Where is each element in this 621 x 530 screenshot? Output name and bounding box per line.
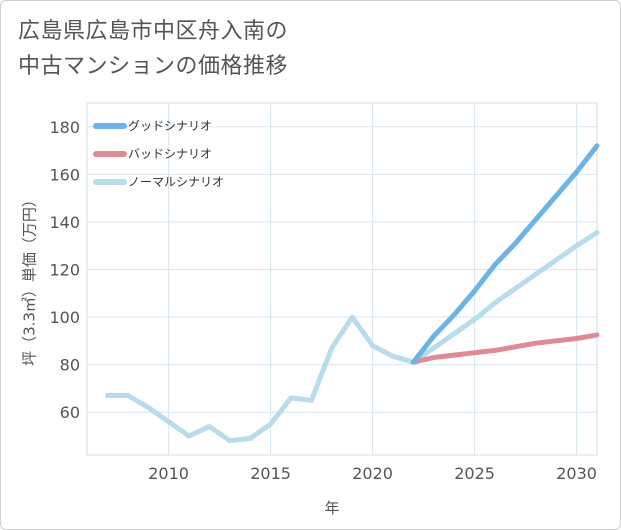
y-tick-label: 160 [49, 165, 80, 184]
y-tick-label: 100 [49, 308, 80, 327]
series-line-1 [410, 332, 600, 365]
legend-label: バッドシナリオ [128, 147, 212, 161]
y-tick-label: 120 [49, 260, 80, 279]
series-lines [104, 143, 600, 444]
grid-lines [86, 102, 598, 456]
series-line-0 [410, 143, 600, 365]
series-line-2 [104, 230, 600, 444]
x-axis-label: 年 [324, 499, 339, 517]
y-tick-label: 140 [49, 213, 80, 232]
legend-label: ノーマルシナリオ [128, 175, 224, 189]
x-tick-label: 2010 [148, 464, 189, 483]
x-tick-label: 2015 [250, 464, 291, 483]
legend-label: グッドシナリオ [128, 119, 212, 133]
chart-title-line-1: 広島県広島市中区舟入南の [18, 19, 289, 44]
chart-title: 広島県広島市中区舟入南の 中古マンションの価格推移 [18, 14, 288, 84]
chart-title-line-2: 中古マンションの価格推移 [18, 54, 289, 79]
y-axis-label: 坪（3.3㎡）単価（万円） [21, 192, 39, 366]
y-tick-label: 180 [49, 118, 80, 137]
axes: 2010 2015 2020 2025 2030 60 80 100 120 140 160 180 [49, 118, 597, 483]
x-tick-label: 2030 [556, 464, 597, 483]
y-tick-label: 60 [60, 403, 80, 422]
plot-border [86, 102, 598, 456]
x-tick-label: 2025 [454, 464, 495, 483]
x-tick-label: 2020 [352, 464, 393, 483]
y-tick-label: 80 [60, 356, 80, 375]
